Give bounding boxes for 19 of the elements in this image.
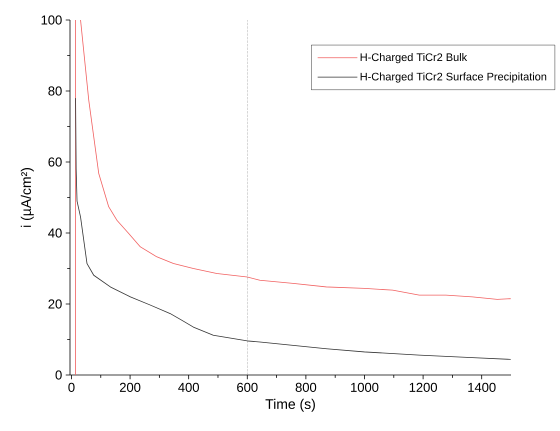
y-tick-label: 0 (56, 370, 62, 380)
x-tick-label: 0 (68, 382, 75, 392)
x-tick-label: 800 (296, 382, 316, 392)
x-tick-label: 400 (178, 382, 199, 392)
y-tick-label: 20 (48, 299, 62, 309)
x-tick-label: 1400 (468, 382, 496, 392)
y-tick-label: 80 (48, 86, 62, 96)
y-tick-label: 60 (48, 157, 62, 167)
legend-label: H-Charged TiCr2 Bulk (360, 53, 468, 64)
x-tick-label: 200 (120, 382, 140, 392)
y-axis-title: i (µA/cm²) (20, 168, 34, 227)
line-series (75, 98, 512, 360)
x-tick-label: 1000 (351, 382, 378, 392)
y-tick-label: 40 (48, 228, 62, 238)
y-tick-label: 100 (42, 15, 62, 25)
x-tick-label: 600 (237, 382, 258, 392)
x-tick-label: 1200 (410, 382, 437, 392)
x-axis-title: Time (s) (266, 398, 315, 412)
legend-label: H-Charged TiCr2 Surface Precipitation (360, 72, 546, 83)
